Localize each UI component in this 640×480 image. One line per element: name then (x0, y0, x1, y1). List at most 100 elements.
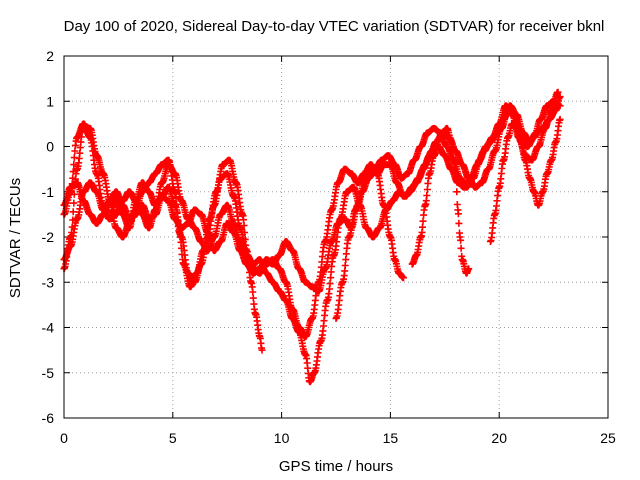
data-point (75, 136, 79, 139)
data-point (337, 181, 340, 184)
data-point (245, 253, 248, 257)
data-point (484, 145, 488, 148)
data-point (521, 131, 525, 135)
data-point (554, 140, 557, 144)
data-point (467, 267, 470, 270)
data-point (278, 253, 281, 257)
data-point (532, 190, 536, 193)
data-point (371, 235, 375, 239)
data-point (252, 272, 255, 275)
data-point (424, 204, 427, 207)
data-point (384, 208, 388, 212)
data-point (330, 240, 333, 243)
x-tick-label: 0 (60, 430, 68, 446)
data-point (480, 181, 483, 184)
data-point (439, 136, 442, 139)
data-point (260, 348, 264, 352)
data-point (252, 262, 255, 266)
series-trace-d (60, 93, 564, 386)
data-point (108, 199, 111, 202)
data-point (134, 199, 137, 202)
data-point (226, 172, 229, 175)
data-point (367, 177, 370, 180)
data-point (291, 317, 294, 320)
data-point (326, 299, 329, 302)
series-markers-trace-d (60, 93, 564, 386)
data-point (226, 204, 229, 207)
data-point (258, 272, 261, 275)
data-point (487, 167, 490, 171)
data-point (443, 154, 446, 157)
data-point (528, 177, 531, 180)
data-point (304, 353, 307, 356)
data-point (160, 163, 164, 166)
data-point (304, 281, 307, 284)
data-point (402, 276, 405, 279)
data-point (506, 136, 510, 139)
data-point (347, 235, 351, 239)
data-point (121, 235, 125, 239)
data-point (189, 285, 192, 288)
data-point (474, 186, 477, 189)
data-point (265, 272, 268, 275)
data-point (426, 131, 429, 135)
data-point (397, 190, 401, 193)
data-point (415, 253, 418, 257)
data-point (313, 371, 316, 374)
data-point (234, 181, 238, 184)
data-point (356, 181, 359, 184)
data-point (167, 186, 170, 189)
data-point (376, 172, 379, 175)
data-point (232, 195, 235, 198)
data-point (271, 262, 275, 266)
data-point (167, 158, 170, 162)
data-point (461, 258, 464, 261)
data-point (232, 222, 235, 225)
data-point (82, 190, 85, 193)
data-point (502, 158, 505, 162)
plot-frame (63, 55, 609, 419)
data-point (297, 330, 301, 334)
data-point (419, 235, 423, 239)
data-point (511, 122, 514, 126)
data-point (193, 208, 196, 212)
data-point (134, 213, 137, 216)
data-point (478, 158, 481, 162)
data-point (465, 272, 468, 275)
x-tick-label: 20 (491, 430, 507, 446)
data-point (528, 140, 531, 144)
data-point (258, 335, 261, 338)
data-point (541, 190, 544, 193)
data-point (332, 253, 335, 257)
data-point (365, 226, 368, 230)
data-point (221, 163, 224, 166)
data-point (121, 199, 125, 202)
data-point (498, 122, 501, 126)
data-point (193, 226, 196, 230)
data-point (239, 226, 242, 230)
y-tick-label: -5 (42, 365, 55, 381)
data-point (154, 208, 157, 212)
data-point (411, 186, 414, 189)
data-point (186, 272, 190, 275)
data-point (128, 217, 131, 221)
data-point (186, 217, 190, 221)
data-point (413, 158, 416, 162)
x-tick-label: 5 (169, 430, 177, 446)
data-point (173, 217, 177, 221)
data-point (454, 172, 457, 175)
data-point (524, 158, 527, 162)
data-point (411, 262, 414, 266)
data-point (206, 231, 209, 234)
data-point (249, 281, 253, 284)
chart-title: Day 100 of 2020, Sidereal Day-to-day VTE… (64, 18, 605, 35)
data-point (317, 290, 320, 293)
data-point (511, 113, 514, 117)
data-point (167, 199, 170, 202)
data-point (115, 226, 118, 230)
data-point (199, 240, 203, 243)
data-point (206, 249, 209, 252)
data-point (519, 140, 523, 144)
data-point (297, 267, 301, 270)
